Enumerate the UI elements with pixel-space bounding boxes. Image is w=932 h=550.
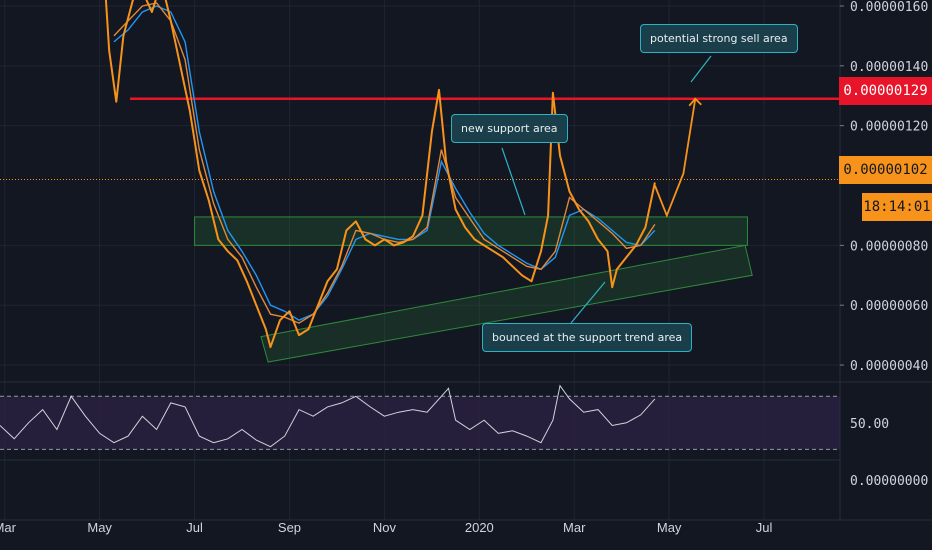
support-zone <box>194 216 748 246</box>
zones <box>0 97 840 363</box>
level-price-label: 0.00000129 <box>839 77 932 105</box>
projection-path <box>654 98 697 218</box>
price-tick-label: 0.00000160 <box>850 0 928 15</box>
time-tick-label: May <box>87 520 112 535</box>
price-tick-label: 0.00000060 <box>850 299 928 314</box>
sell-area-callout: potential strong sell area <box>640 24 798 53</box>
support-callout-pointer <box>501 147 526 216</box>
price-tick-label: 0.00000040 <box>850 359 928 374</box>
support-area-callout: new support area <box>451 114 568 143</box>
time-tick-label: Sep <box>278 520 301 535</box>
price-tick-label: 0.00000080 <box>850 239 928 254</box>
rsi-tick-label: 50.00 <box>850 417 889 432</box>
trend-bounce-callout: bounced at the support trend area <box>482 323 693 352</box>
last-price-label: 0.00000102 <box>839 156 932 184</box>
price-tick-label: 0.00000120 <box>850 120 928 135</box>
time-tick-label: Nov <box>373 520 397 535</box>
countdown-label: 18:14:01 <box>862 193 932 221</box>
rsi-line <box>0 384 656 448</box>
time-tick-label: Jul <box>756 520 773 535</box>
projection-arrowhead <box>688 97 702 107</box>
ma-slow-line <box>113 5 656 321</box>
rsi-pane <box>0 381 932 461</box>
sell-callout-pointer <box>690 55 712 83</box>
rsi-band <box>0 396 840 450</box>
time-tick-label: Mar <box>563 520 586 535</box>
axes: 0.00000160 0.00000140 0.00000120 0.00000080… <box>0 0 932 535</box>
trend-channel <box>260 244 753 363</box>
price-tick-label: 0.00000140 <box>850 60 928 75</box>
rsi-axis-zero-label: 0.00000000 <box>850 474 928 489</box>
time-tick-label: Mar <box>0 520 17 535</box>
price-line <box>104 0 656 349</box>
time-tick-label: Jul <box>186 520 203 535</box>
time-tick-label: 2020 <box>465 520 494 535</box>
time-tick-label: May <box>657 520 682 535</box>
series <box>104 0 712 349</box>
trend-callout-pointer <box>570 281 606 324</box>
